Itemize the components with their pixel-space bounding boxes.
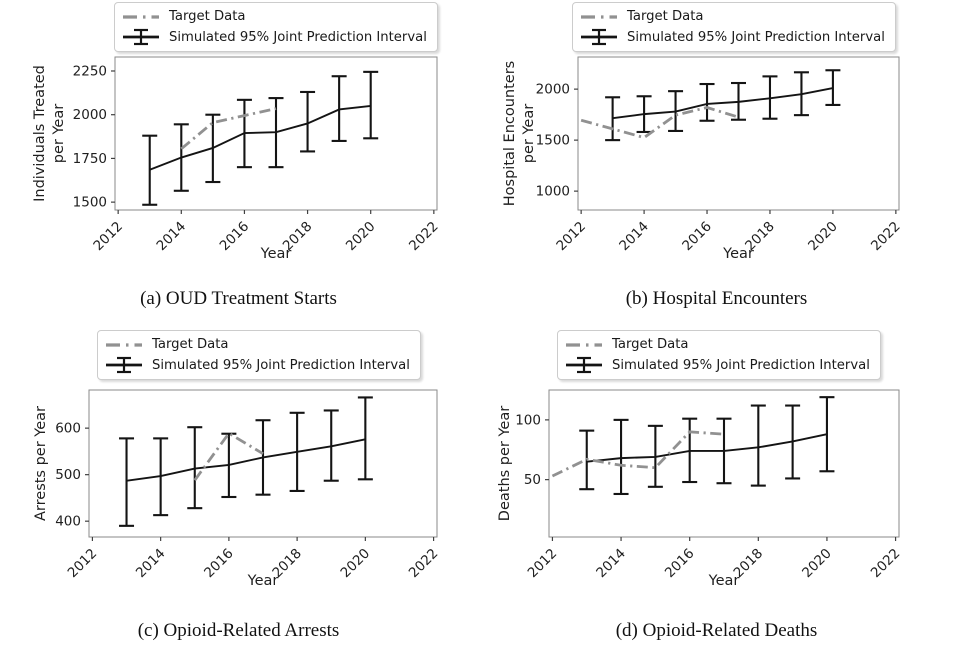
simulated-center-line — [126, 438, 366, 482]
legend-target-label: Target Data — [169, 9, 246, 24]
legend-simulated-label: Simulated 95% Joint Prediction Interval — [152, 357, 410, 373]
legend-simulated-label: Simulated 95% Joint Prediction Interval — [627, 29, 885, 45]
axis-x-label: Year — [708, 573, 740, 589]
target-dashdot-line-icon — [566, 342, 602, 347]
x-tick-label: 2014 — [133, 546, 169, 582]
x-tick-label: 2020 — [338, 546, 374, 582]
y-tick-label: 500 — [55, 467, 81, 483]
errorbar-sample-icon — [581, 29, 617, 46]
axis-y-label: Arrests per Year — [33, 406, 49, 521]
target-dashdot-line-icon — [106, 342, 142, 347]
y-tick-label: 1750 — [73, 151, 107, 167]
legend-entry-simulated: Simulated 95% Joint Prediction Interval — [105, 356, 410, 374]
x-tick-label: 2014 — [593, 546, 629, 582]
x-tick-label: 2020 — [343, 219, 379, 255]
axis-y-label: Deaths per Year — [497, 406, 513, 521]
target-data-line — [551, 430, 725, 478]
y-tick-label: 100 — [515, 412, 541, 428]
simulated-errorbar-series — [142, 70, 379, 206]
y-tick-label: 2000 — [73, 107, 107, 123]
x-tick-label: 2020 — [805, 219, 841, 255]
simulated-center-line — [612, 87, 834, 120]
legend-entry-target: Target Data — [565, 336, 870, 353]
legend-entry-target: Target Data — [122, 8, 427, 25]
plot-border — [577, 56, 900, 211]
legend-entry-simulated: Simulated 95% Joint Prediction Interval — [122, 28, 427, 46]
legend-entry-target: Target Data — [580, 8, 885, 25]
x-tick-label: 2016 — [201, 546, 237, 582]
plot-border — [88, 389, 438, 538]
target-data-line — [180, 107, 277, 150]
y-tick-label: 400 — [55, 514, 81, 530]
target-dashdot-line-icon — [581, 14, 617, 19]
x-tick-label: 2014 — [154, 219, 190, 255]
errorbar-sample-icon — [106, 357, 142, 374]
subplot-a: 1500 1750 2000 2250 2012 2014 2016 2018 2020 2022… — [0, 0, 477, 320]
caption-a: (a) OUD Treatment Starts — [140, 288, 337, 309]
y-tick-label: 1500 — [73, 195, 107, 211]
x-tick-label: 2016 — [217, 219, 253, 255]
legend-simulated-label: Simulated 95% Joint Prediction Interval — [612, 357, 870, 373]
subplot-d: 50 100 2012 2014 2016 2018 2020 2022 Year Deaths … — [478, 320, 955, 651]
legend-entry-simulated: Simulated 95% Joint Prediction Interval — [580, 28, 885, 46]
x-tick-label: 2012 — [65, 546, 101, 582]
axis-x-label: Year — [260, 246, 292, 262]
target-data-line — [580, 106, 739, 140]
errorbar-sample-icon — [566, 357, 602, 374]
caption-b: (b) Hospital Encounters — [625, 288, 808, 309]
legend-target-label: Target Data — [612, 337, 689, 352]
y-tick-label: 1000 — [536, 184, 570, 200]
simulated-errorbar-series — [119, 396, 373, 527]
plot-border — [548, 389, 900, 538]
x-tick-label: 2016 — [679, 219, 715, 255]
legend-c: Target Data Simulated 95% Joint Predicti… — [97, 330, 421, 381]
y-tick-label: 50 — [524, 472, 541, 488]
y-tick-label: 2250 — [73, 63, 107, 79]
y-tick-label: 600 — [55, 421, 81, 437]
plot-border — [114, 56, 438, 211]
legend-a: Target Data Simulated 95% Joint Predicti… — [114, 2, 438, 53]
simulated-center-line — [586, 433, 828, 463]
errorbar-sample-icon — [123, 29, 159, 46]
legend-d: Target Data Simulated 95% Joint Predicti… — [557, 330, 881, 381]
axis-y-label: Hospital Encounters per Year — [502, 61, 537, 206]
x-tick-label: 2020 — [799, 546, 835, 582]
axis-x-label: Year — [247, 573, 279, 589]
caption-c: (c) Opioid-Related Arrests — [137, 620, 340, 641]
legend-b: Target Data Simulated 95% Joint Predicti… — [572, 2, 896, 53]
target-dashdot-line-icon — [123, 14, 159, 19]
legend-simulated-label: Simulated 95% Joint Prediction Interval — [169, 29, 427, 45]
legend-entry-target: Target Data — [105, 336, 410, 353]
legend-entry-simulated: Simulated 95% Joint Prediction Interval — [565, 356, 870, 374]
y-tick-label: 1500 — [536, 133, 570, 149]
y-tick-label: 2000 — [536, 82, 570, 98]
x-tick-label: 2022 — [406, 219, 442, 255]
legend-target-label: Target Data — [152, 337, 229, 352]
x-tick-label: 2022 — [868, 219, 904, 255]
simulated-errorbar-series — [605, 69, 841, 142]
caption-d: (d) Opioid-Related Deaths — [615, 620, 818, 641]
simulated-errorbar-series — [579, 396, 835, 496]
x-tick-label: 2012 — [525, 546, 561, 582]
subplot-b: 1000 1500 2000 2012 2014 2016 2018 2020 2022 Year… — [478, 0, 955, 320]
x-tick-label: 2016 — [662, 546, 698, 582]
x-tick-label: 2012 — [553, 219, 589, 255]
axis-x-label: Year — [722, 246, 754, 262]
x-tick-label: 2022 — [868, 546, 904, 582]
subplot-c: 400 500 600 2012 2014 2016 2018 2020 2022 Year Arr… — [0, 320, 477, 651]
x-tick-label: 2012 — [90, 219, 126, 255]
simulated-center-line — [149, 105, 371, 171]
x-tick-label: 2022 — [406, 546, 442, 582]
legend-target-label: Target Data — [627, 9, 704, 24]
axis-y-label: Individuals Treated per Year — [32, 65, 67, 202]
x-tick-label: 2014 — [616, 219, 652, 255]
